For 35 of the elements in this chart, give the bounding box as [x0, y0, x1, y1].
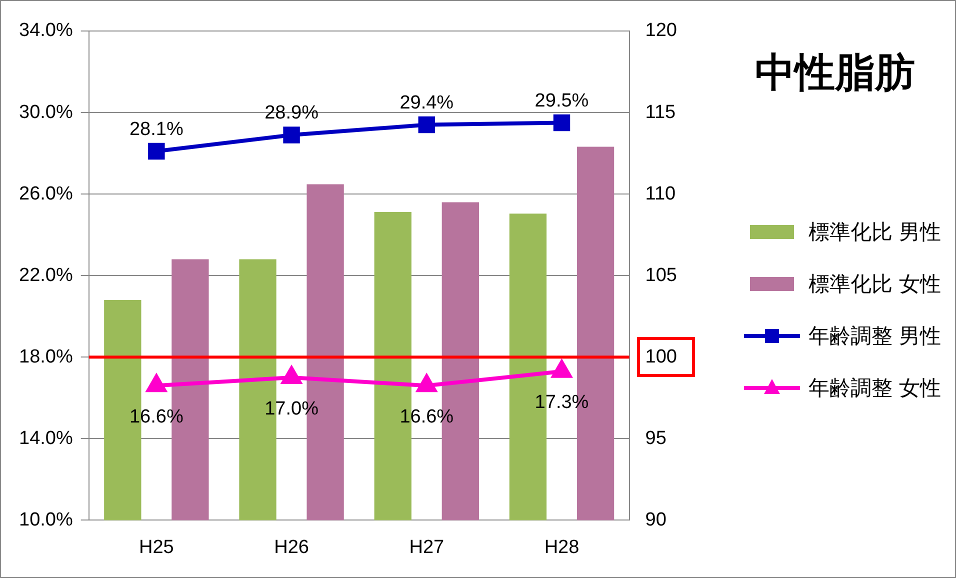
- y-tick-label: 10.0%: [19, 509, 73, 530]
- x-tick-label: H26: [274, 536, 309, 558]
- point: [418, 116, 436, 134]
- y-tick-label: 18.0%: [19, 346, 73, 368]
- point: [552, 360, 572, 378]
- legend-label: 年齢調整 男性: [808, 323, 941, 350]
- y2-tick-label: 95: [645, 428, 666, 449]
- data-label: 29.4%: [400, 92, 454, 114]
- y-tick-label: 14.0%: [19, 428, 73, 449]
- point: [148, 142, 165, 160]
- point: [553, 114, 570, 132]
- legend-label: 標準化比 女性: [808, 271, 941, 298]
- y2-tick-label: 115: [645, 102, 676, 123]
- y2-tick-label: 100: [645, 346, 677, 368]
- x-tick-label: H28: [544, 536, 580, 558]
- point: [146, 374, 166, 392]
- legend-label: 標準化比 男性: [808, 219, 941, 246]
- data-label: 28.9%: [264, 102, 319, 124]
- y-tick-label: 26.0%: [19, 183, 73, 204]
- y2-tick-label: 110: [645, 183, 676, 204]
- text: 中性脂肪: [755, 49, 915, 98]
- data-label: 28.1%: [129, 118, 184, 140]
- data-label: 29.5%: [534, 90, 589, 112]
- y2-tick-label: 105: [645, 264, 677, 286]
- point: [283, 126, 300, 144]
- point: [282, 366, 302, 384]
- y2-tick-label: 120: [645, 20, 677, 42]
- point: [416, 374, 436, 392]
- x-tick-label: H25: [138, 536, 174, 558]
- y-tick-label: 30.0%: [19, 102, 73, 123]
- legend-label: 年齢調整 女性: [808, 375, 941, 402]
- x-tick-label: H27: [409, 536, 444, 558]
- y2-tick-label: 90: [645, 509, 666, 530]
- y-tick-label: 22.0%: [19, 264, 73, 286]
- y-tick-label: 34.0%: [19, 20, 73, 42]
